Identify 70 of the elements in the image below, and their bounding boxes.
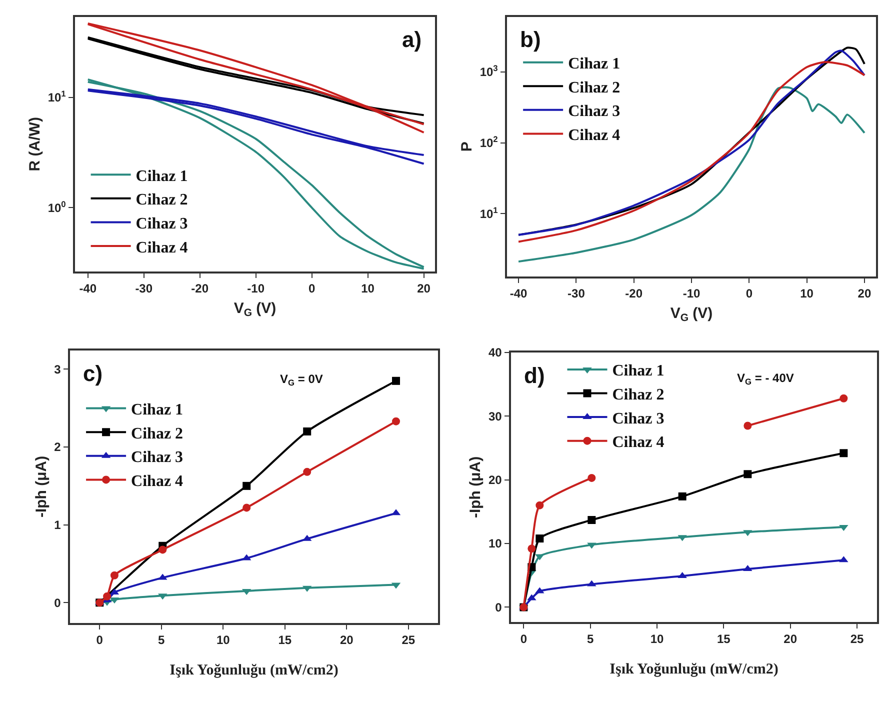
- x-tick-label: -40: [510, 286, 528, 300]
- legend-label: Cihaz 3: [612, 410, 664, 428]
- x-tick-label: 25: [850, 632, 864, 646]
- x-tick-label: -20: [625, 286, 643, 300]
- legend-label: Cihaz 4: [612, 434, 664, 452]
- x-tick-label: -30: [568, 286, 586, 300]
- x-tick-label: 0: [308, 282, 316, 296]
- x-axis-title: Işık Yoğunluğu (mW/cm2): [610, 661, 778, 678]
- y-tick-label: 0: [54, 596, 62, 610]
- y-tick-label: 10$^{3}$: [480, 63, 498, 80]
- legend-label: Cihaz 1: [136, 168, 188, 185]
- y-tick-label: 3: [54, 362, 62, 376]
- y-tick-label: 20: [488, 473, 502, 488]
- x-tick-label: 20: [340, 632, 354, 647]
- x-tick-label: 10: [800, 286, 814, 300]
- x-axis-title: V$_{G}$ (V): [234, 300, 276, 320]
- annotation: V$_{G}$ = - 40V: [737, 371, 794, 387]
- x-tick-label: -40: [79, 282, 97, 296]
- y-tick-label: 10$^{1}$: [48, 88, 66, 104]
- legend-label: Cihaz 3: [136, 215, 188, 232]
- y-tick-label: 10$^{2}$: [480, 134, 498, 150]
- legend-label: Cihaz 2: [131, 425, 184, 442]
- x-axis-title: V$_{G}$ (V): [670, 304, 713, 324]
- legend-label: Cihaz 4: [568, 126, 620, 144]
- y-tick-label: 0: [495, 600, 502, 614]
- x-tick-label: -10: [682, 286, 700, 300]
- x-tick-label: 5: [586, 632, 594, 646]
- text: b): [520, 27, 541, 52]
- x-tick-label: 20: [784, 632, 798, 646]
- y-tick-label: 10: [488, 536, 502, 551]
- legend-label: Cihaz 3: [131, 449, 184, 466]
- y-tick-label: 10$^{0}$: [48, 198, 66, 215]
- y-axis-title: -Iph (μA): [32, 456, 50, 518]
- x-tick-label: 10: [216, 632, 230, 647]
- legend-label: Cihaz 2: [136, 192, 188, 209]
- y-tick-label: 30: [488, 409, 502, 424]
- x-tick-label: 5: [158, 632, 166, 647]
- x-tick-label: 0: [96, 632, 104, 647]
- legend-label: Cihaz 2: [568, 79, 620, 96]
- legend-label: Cihaz 1: [612, 362, 664, 380]
- legend-label: Cihaz 2: [612, 386, 664, 404]
- y-tick-label: 1: [54, 518, 62, 532]
- x-axis-title: Işık Yoğunluğu (mW/cm2): [170, 662, 338, 678]
- annotation: V$_{G}$ = 0V: [280, 372, 323, 388]
- x-tick-label: 25: [402, 632, 416, 647]
- x-tick-label: 15: [278, 632, 292, 647]
- x-tick-label: 0: [520, 632, 528, 646]
- y-tick-label: 40: [488, 346, 502, 360]
- y-tick-label: 10$^{1}$: [480, 204, 498, 221]
- legend-label: Cihaz 3: [568, 103, 620, 120]
- legend-label: Cihaz 1: [568, 56, 620, 73]
- x-tick-label: -10: [247, 282, 265, 296]
- legend-label: Cihaz 1: [131, 402, 184, 419]
- y-axis-title: P: [458, 142, 476, 152]
- text: d): [524, 363, 545, 388]
- y-axis-title: -Iph (μA): [467, 456, 484, 518]
- text: a): [402, 27, 422, 52]
- x-tick-label: 20: [417, 282, 431, 296]
- y-tick-label: 2: [54, 440, 62, 454]
- x-tick-label: 10: [650, 632, 664, 646]
- x-tick-label: 15: [716, 632, 731, 646]
- x-tick-label: 0: [746, 286, 753, 300]
- legend-label: Cihaz 4: [131, 472, 184, 490]
- text: c): [83, 361, 103, 386]
- legend-label: Cihaz 4: [136, 239, 188, 256]
- x-tick-label: -30: [135, 282, 153, 296]
- x-tick-label: 20: [858, 286, 872, 300]
- x-tick-label: 10: [361, 282, 375, 296]
- y-axis-title: R (A/W): [26, 117, 44, 172]
- x-tick-label: -20: [191, 282, 209, 296]
